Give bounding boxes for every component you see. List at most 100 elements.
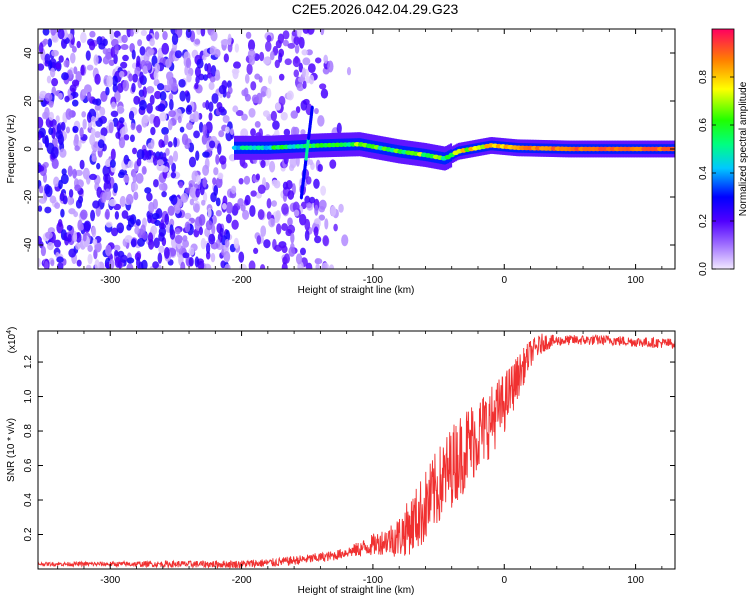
spectrogram-cell xyxy=(180,261,186,269)
spectrogram-cell xyxy=(132,147,138,155)
spectrogram-cell xyxy=(66,224,73,231)
spectrogram-cell xyxy=(185,57,192,69)
spectrogram-cell xyxy=(50,259,55,267)
spectrogram-xlabel: Height of straight line (km) xyxy=(298,285,415,296)
spectrogram-cell xyxy=(304,229,310,242)
spectrogram-cell xyxy=(210,192,217,203)
spectrogram-cell xyxy=(188,247,195,256)
spectrogram-ytick-label: 40 xyxy=(23,47,34,59)
spectrogram-cell xyxy=(287,42,296,49)
spectrogram-cell xyxy=(219,227,224,238)
spectrogram-cell xyxy=(113,244,121,251)
spectrogram-cell xyxy=(181,133,189,146)
spectrogram-cell xyxy=(63,59,70,68)
spectrogram-cell xyxy=(117,171,125,179)
spectrogram-cell xyxy=(73,211,79,218)
spectrogram-cell xyxy=(244,194,251,206)
spectrogram-cell xyxy=(90,209,96,222)
spectrogram-cell xyxy=(290,110,299,119)
spectrogram-cell xyxy=(91,115,96,122)
spectrogram-cell xyxy=(250,81,257,91)
spectrogram-cell xyxy=(235,109,244,117)
spectrogram-cell xyxy=(119,127,126,138)
spectrogram-cell xyxy=(238,177,244,185)
spectrogram-cell xyxy=(153,237,160,249)
spectrogram-cell xyxy=(329,159,337,169)
spectrogram-cell xyxy=(38,197,47,204)
spectrogram-cell xyxy=(140,29,147,37)
snr-multiplier: (x104) xyxy=(6,327,18,354)
spectrogram-cell xyxy=(172,150,179,162)
spectrogram-cell xyxy=(53,239,62,248)
spectrogram-cell xyxy=(72,168,77,179)
spectrogram-cell xyxy=(85,264,92,269)
spectrogram-cell xyxy=(227,42,233,53)
spectrogram-heatmap xyxy=(38,29,675,269)
spectrogram-cell xyxy=(241,162,248,169)
spectrogram-cell xyxy=(208,233,216,245)
spectrogram-cell xyxy=(283,253,290,264)
spectrogram-cell xyxy=(346,67,352,76)
spectrogram-cell xyxy=(73,137,79,148)
spectrogram-cell xyxy=(78,195,84,204)
spectrogram-cell xyxy=(202,177,207,188)
spectrogram-cell xyxy=(82,118,87,130)
spectrogram-cell xyxy=(324,218,329,230)
spectrogram-cell xyxy=(91,226,97,238)
spectrogram-cell xyxy=(296,35,302,44)
spectrogram-cell xyxy=(179,90,187,102)
spectrogram-cell xyxy=(315,263,320,269)
spectrogram-cell xyxy=(122,54,129,62)
spectrogram-cell xyxy=(179,126,185,133)
snr-ytick-label: 0.4 xyxy=(23,493,34,507)
spectrogram-cell xyxy=(44,92,53,102)
spectrogram-cell xyxy=(75,242,81,250)
spectrogram-cell xyxy=(112,75,118,87)
spectrogram-cell xyxy=(44,106,50,119)
spectrogram-cell xyxy=(123,154,130,165)
spectrogram-cell xyxy=(233,237,240,249)
spectrogram-cell xyxy=(300,100,308,111)
spectrogram-cell xyxy=(53,176,60,188)
spectrogram-cell xyxy=(196,29,202,36)
spectrogram-cell xyxy=(182,235,188,242)
spectrogram-cell xyxy=(136,124,142,134)
spectrogram-cell xyxy=(81,111,87,118)
spectrogram-cell xyxy=(157,252,163,264)
spectrogram-cell xyxy=(225,229,231,242)
spectrogram-cell xyxy=(119,195,127,208)
spectrogram-cell xyxy=(309,196,316,204)
spectrogram-cell xyxy=(174,234,183,244)
snr-xtick-label: 0 xyxy=(501,575,507,586)
spectrogram-cell xyxy=(119,254,128,263)
spectrogram-cell xyxy=(225,201,234,214)
spectrogram-cell xyxy=(61,168,67,176)
spectrogram-cell xyxy=(126,257,135,264)
spectrogram-cell xyxy=(127,160,134,168)
spectrogram-cell xyxy=(139,46,146,56)
spectrogram-cell xyxy=(313,226,319,237)
spectrogram-cell xyxy=(217,172,224,180)
spectrogram-cell xyxy=(231,68,240,75)
spectrogram-cell xyxy=(194,203,200,213)
spectrogram-cell xyxy=(139,71,144,84)
spectrogram-cell xyxy=(178,181,184,189)
spectrogram-cell xyxy=(302,80,307,90)
spectrogram-cell xyxy=(215,69,221,81)
spectrogram-cell xyxy=(301,67,306,78)
spectrogram-cell xyxy=(185,91,191,103)
spectrogram-cell xyxy=(245,31,252,39)
spectrogram-cell xyxy=(249,55,256,66)
spectrogram-cell xyxy=(154,90,162,100)
spectrogram-cell xyxy=(116,222,125,234)
spectrogram-cell xyxy=(139,99,147,111)
spectrogram-cell xyxy=(193,130,200,139)
spectrogram-cell xyxy=(192,110,200,123)
spectrogram-ytick-label: -20 xyxy=(23,189,34,204)
spectrogram-cell xyxy=(294,44,300,54)
spectrogram-cell xyxy=(38,42,44,55)
spectrogram-cell xyxy=(49,195,57,204)
spectrogram-cell xyxy=(142,232,148,240)
